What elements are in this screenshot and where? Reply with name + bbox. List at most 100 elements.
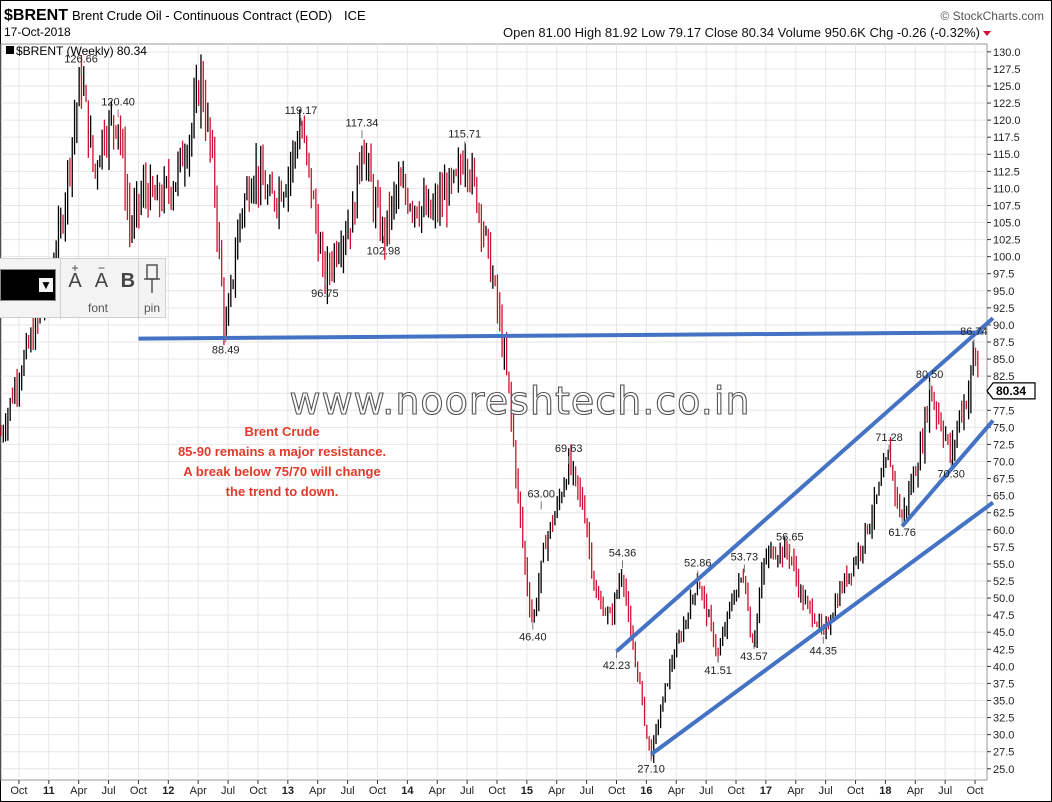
x-tick-label: Jul — [341, 785, 355, 797]
y-tick-label: 102.5 — [993, 235, 1021, 247]
y-tick-label: 92.5 — [993, 303, 1014, 315]
x-tick-label: Apr — [309, 785, 326, 797]
x-tick-label: Oct — [488, 785, 505, 797]
x-tick-label: Jul — [580, 785, 594, 797]
text-format-toolbar: ▼ + A − A B font pin — [0, 258, 166, 319]
price-annotation: 52.86 — [684, 558, 712, 570]
trendline-channel-bottom — [649, 500, 995, 757]
price-annotation: 54.36 — [609, 547, 637, 559]
x-tick-label: Apr — [548, 785, 565, 797]
price-annotation: 42.23 — [603, 660, 631, 672]
x-tick-label: 14 — [401, 785, 414, 797]
y-tick-label: 77.5 — [993, 405, 1014, 417]
x-tick-label: 17 — [760, 785, 772, 797]
y-tick-label: 30.0 — [993, 730, 1014, 742]
price-annotation: 126.66 — [64, 54, 98, 66]
chart-date: 17-Oct-2018 — [4, 25, 71, 39]
y-tick-label: 107.5 — [993, 200, 1021, 212]
y-tick-label: 127.5 — [993, 64, 1021, 76]
y-tick-label: 122.5 — [993, 98, 1021, 110]
legend-swatch — [6, 46, 14, 54]
bold-button[interactable]: B — [120, 270, 136, 292]
x-tick-label: Apr — [907, 785, 924, 797]
price-annotation: 61.76 — [888, 527, 916, 539]
y-tick-label: 27.5 — [993, 747, 1014, 759]
font-group-label: font — [88, 301, 109, 315]
y-tick-label: 100.0 — [993, 252, 1021, 264]
y-tick-label: 117.5 — [993, 132, 1020, 144]
price-annotation: 53.73 — [731, 552, 759, 564]
price-annotation: 117.34 — [346, 117, 379, 129]
y-tick-label: 130.0 — [993, 47, 1021, 59]
decrease-font-button[interactable]: − A — [94, 261, 109, 292]
instrument-name: Brent Crude Oil - Continuous Contract (E… — [72, 8, 332, 23]
y-tick-label: 72.5 — [993, 439, 1014, 451]
x-tick-label: Oct — [966, 785, 983, 797]
price-annotation: 120.40 — [101, 96, 135, 108]
price-annotation: 46.40 — [519, 632, 547, 644]
increase-font-button[interactable]: + A — [68, 261, 82, 292]
y-tick-label: 45.0 — [993, 627, 1014, 639]
font-select[interactable]: ▼ — [0, 269, 56, 301]
y-tick-label: 40.0 — [993, 661, 1014, 673]
y-tick-label: 110.0 — [993, 183, 1020, 195]
x-tick-label: Oct — [10, 785, 27, 797]
x-tick-label: 13 — [282, 785, 294, 797]
y-tick-label: 67.5 — [993, 474, 1014, 486]
y-tick-label: 97.5 — [993, 269, 1014, 281]
pin-icon — [144, 264, 160, 293]
x-tick-label: Apr — [668, 785, 685, 797]
price-annotation: 63.00 — [527, 488, 555, 500]
y-tick-label: 47.5 — [993, 610, 1014, 622]
y-tick-label: 120.0 — [993, 115, 1021, 127]
price-annotation: 43.57 — [740, 651, 768, 663]
y-tick-label: 90.0 — [993, 320, 1014, 332]
x-tick-label: Apr — [190, 785, 207, 797]
price-annotation: 88.49 — [212, 344, 240, 356]
price-annotation: 27.10 — [637, 763, 665, 775]
price-annotation: 41.51 — [704, 665, 732, 677]
stockcharts-brand[interactable]: © StockCharts.com — [940, 9, 1044, 23]
chevron-down-icon[interactable]: ▼ — [39, 278, 53, 292]
y-tick-label: 87.5 — [993, 337, 1014, 349]
x-tick-label: Oct — [130, 785, 147, 797]
y-tick-label: 115.0 — [993, 149, 1020, 161]
price-annotation: 80.50 — [916, 369, 944, 381]
y-tick-label: 85.0 — [993, 354, 1014, 366]
price-stats: Open 81.00 High 81.92 Low 79.17 Close 80… — [503, 25, 980, 40]
x-tick-label: Apr — [70, 785, 87, 797]
x-tick-label: Jul — [819, 785, 833, 797]
x-tick-label: Oct — [727, 785, 744, 797]
x-tick-label: Oct — [249, 785, 266, 797]
y-tick-label: 82.5 — [993, 371, 1014, 383]
pin-label: pin — [144, 301, 161, 315]
price-annotation: 115.71 — [448, 128, 481, 140]
price-annotation: 102.98 — [367, 245, 401, 257]
last-price-marker: 80.34 — [986, 382, 1036, 400]
y-tick-label: 37.5 — [993, 678, 1014, 690]
last-price-label: 80.34 — [996, 384, 1026, 398]
note-line-1: Brent Crude — [244, 424, 319, 439]
y-tick-label: 60.0 — [993, 525, 1014, 537]
toolbar-divider — [60, 259, 61, 319]
trendline-channel-top — [615, 316, 995, 653]
y-tick-label: 95.0 — [993, 286, 1014, 298]
y-tick-label: 32.5 — [993, 713, 1014, 725]
y-tick-label: 57.5 — [993, 542, 1014, 554]
x-tick-label: Jul — [938, 785, 952, 797]
x-tick-label: 16 — [640, 785, 652, 797]
note-line-4: the trend to down. — [226, 484, 339, 499]
y-tick-label: 42.5 — [993, 644, 1014, 656]
toolbar-divider — [138, 259, 139, 319]
price-annotation: 96.75 — [311, 288, 339, 300]
pin-button[interactable] — [142, 263, 162, 304]
down-arrow-icon — [983, 31, 991, 36]
x-tick-label: Apr — [429, 785, 446, 797]
x-tick-label: Jul — [460, 785, 474, 797]
x-tick-label: Oct — [847, 785, 864, 797]
y-tick-label: 65.0 — [993, 491, 1014, 503]
y-tick-label: 62.5 — [993, 508, 1014, 520]
x-tick-label: Jul — [102, 785, 116, 797]
y-tick-label: 25.0 — [993, 764, 1014, 776]
